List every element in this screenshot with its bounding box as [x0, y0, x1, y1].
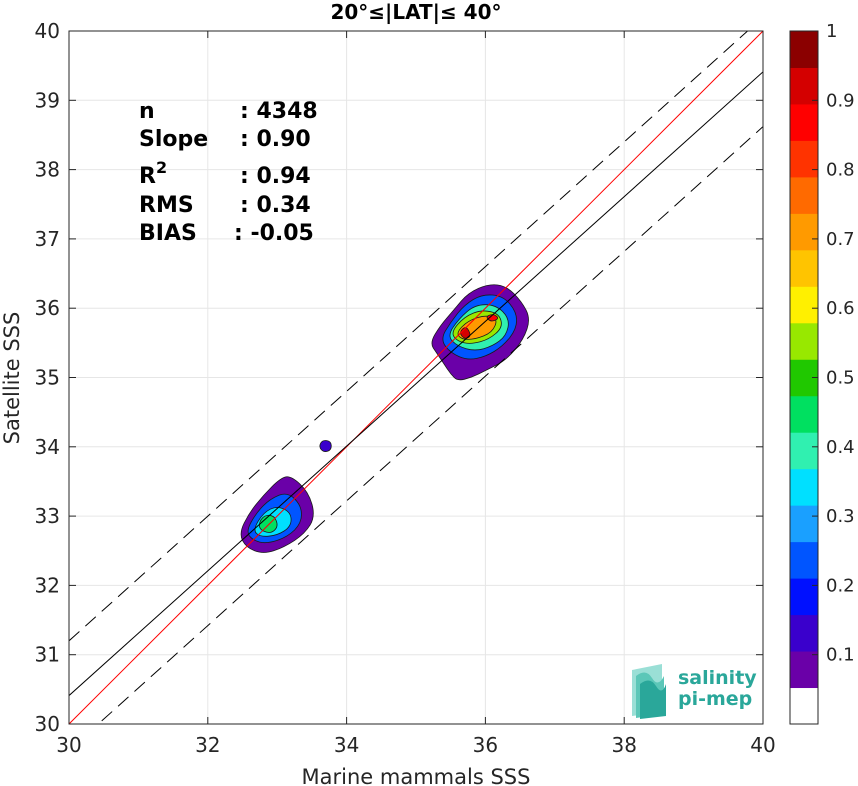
colorbar-segment-4	[790, 541, 818, 579]
logo-line2: pi-mep	[678, 688, 752, 710]
stat-value-1: : 0.90	[240, 127, 311, 152]
x-tick-label-1: 32	[195, 733, 220, 757]
colorbar-segment-11	[790, 286, 818, 324]
cluster-isolated	[319, 440, 332, 452]
colorbar-segment-13	[790, 213, 818, 251]
colorbar-segment-6	[790, 468, 818, 506]
regression-line	[69, 71, 763, 696]
identity-line	[69, 31, 763, 724]
colorbar-tick-label-3: 0.4	[826, 437, 855, 458]
cluster-north	[431, 284, 529, 381]
colorbar-tick-label-8: 0.9	[826, 90, 855, 111]
colorbar-segment-17	[790, 67, 818, 105]
colorbar-segment-3	[790, 578, 818, 616]
colorbar-segment-1	[790, 651, 818, 689]
colorbar-tick-label-5: 0.6	[826, 298, 855, 319]
x-tick-label-4: 38	[611, 733, 636, 757]
stat-key-2: R2	[139, 158, 167, 189]
colorbar-tick-label-6: 0.7	[826, 229, 855, 250]
colorbar-segment-14	[790, 176, 818, 214]
x-tick-label-2: 34	[334, 733, 359, 757]
y-tick-label-4: 34	[35, 435, 60, 459]
y-tick-label-3: 33	[35, 504, 60, 528]
stat-key-sup-2: 2	[156, 158, 167, 177]
colorbar-tick-label-7: 0.8	[826, 160, 855, 181]
colorbar-segment-8	[790, 395, 818, 433]
lower-bound-line	[97, 126, 763, 724]
stat-key-3: RMS	[139, 193, 194, 218]
cluster-south-level-3	[258, 514, 278, 533]
colorbar-tick-label-1: 0.2	[826, 575, 855, 596]
colorbar-segment-16	[790, 103, 818, 141]
upper-bound-line	[69, 31, 749, 642]
colorbar-segment-2	[790, 614, 818, 652]
colorbar-segment-10	[790, 322, 818, 360]
y-tick-label-5: 35	[35, 366, 60, 390]
colorbar-segment-5	[790, 505, 818, 543]
colorbar-tick-label-2: 0.3	[826, 506, 855, 527]
y-tick-label-8: 38	[35, 158, 60, 182]
stat-value-4: : -0.05	[234, 221, 314, 246]
colorbar-segment-12	[790, 249, 818, 287]
y-tick-label-7: 37	[35, 227, 60, 251]
y-tick-label-1: 31	[35, 643, 60, 667]
x-axis-label: Marine mammals SSS	[302, 765, 531, 786]
colorbar-segment-0	[790, 687, 818, 725]
colorbar-segment-18	[790, 31, 818, 68]
y-tick-label-0: 30	[35, 712, 60, 736]
colorbar-segment-7	[790, 432, 818, 470]
y-tick-label-9: 39	[35, 88, 60, 112]
colorbar-tick-label-4: 0.5	[826, 368, 855, 389]
salinity-pimep-logo: salinity pi-mep	[632, 664, 757, 719]
x-axis: 30 32 34 36 38 40	[56, 31, 776, 757]
stat-key-0: n	[139, 99, 155, 124]
y-axis-label: Satellite SSS	[0, 312, 24, 445]
stats-box: n : 4348 Slope : 0.90 R2 : 0.94 RMS : 0.34 BIAS:…	[139, 99, 318, 246]
stat-value-3: : 0.34	[240, 193, 311, 218]
stat-key-1: Slope	[139, 127, 208, 152]
colorbar-tick-label-0: 0.1	[826, 645, 855, 666]
x-tick-label-3: 36	[473, 733, 498, 757]
x-tick-label-0: 30	[56, 733, 81, 757]
colorbar-tick-label-9: 1	[826, 21, 837, 42]
stat-value-0: : 4348	[240, 99, 318, 124]
logo-line1: salinity	[678, 667, 757, 689]
cluster-north-level-6	[486, 314, 499, 322]
stat-value-2: : 0.94	[240, 164, 311, 189]
colorbar-segment-15	[790, 140, 818, 178]
cluster-isolated-level-0	[319, 440, 332, 452]
y-axis: 30 31 32 33 34 35 36 37 38 39 40	[35, 19, 763, 736]
chart-title: 20°≤|LAT|≤ 40°	[330, 0, 501, 24]
x-tick-label-5: 40	[750, 733, 775, 757]
y-tick-label-2: 32	[35, 573, 60, 597]
reference-lines	[69, 31, 763, 724]
y-tick-label-6: 36	[35, 296, 60, 320]
colorbar: 0.1 0.2 0.3 0.4 0.5 0.6 0.7 0.8 0.9 1	[789, 21, 855, 725]
stat-key-4: BIAS	[139, 221, 197, 246]
y-tick-label-10: 40	[35, 19, 60, 43]
logo-waves-icon	[632, 664, 666, 719]
